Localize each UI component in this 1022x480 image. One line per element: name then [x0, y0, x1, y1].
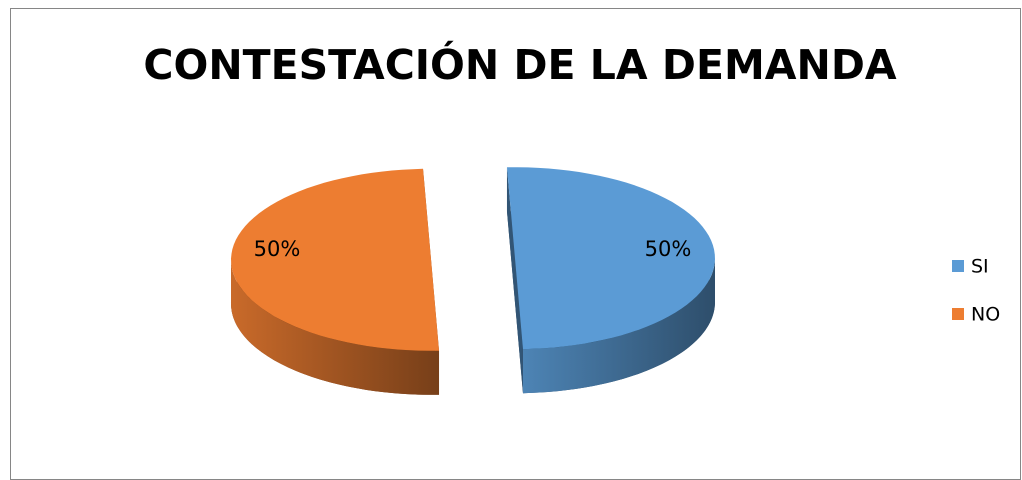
slice-rim	[231, 259, 439, 395]
slice-cut-face	[514, 258, 523, 394]
data-label: 50%	[254, 237, 301, 261]
legend-swatch	[952, 260, 964, 272]
slice	[231, 168, 439, 351]
slice-rim	[523, 258, 715, 394]
data-label: 50%	[645, 237, 692, 261]
chart-title: CONTESTACIÓN DE LA DEMANDA	[143, 41, 896, 89]
legend-label: SI	[971, 256, 989, 278]
legend-label: NO	[971, 304, 1000, 326]
legend-swatch	[952, 308, 964, 320]
slice	[507, 167, 715, 350]
slice-cut-face	[506, 167, 515, 303]
